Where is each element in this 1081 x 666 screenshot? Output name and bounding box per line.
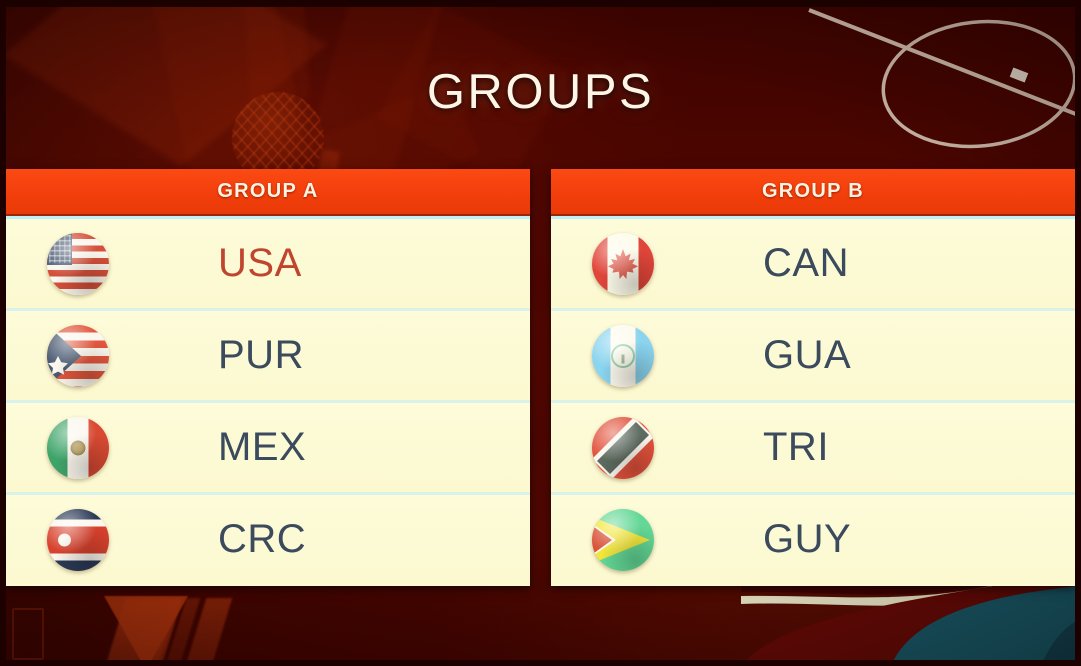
table-row[interactable]: GUA [551,311,1075,403]
table-row[interactable]: CAN [551,219,1075,311]
group-panel-a: GROUP A USA [6,169,530,586]
background-box-outline [12,608,44,660]
group-panel-b: GROUP B CAN [551,169,1075,586]
team-code: GUA [763,333,852,377]
wire-ring-icon [808,8,1081,149]
team-code: CRC [218,517,307,561]
table-row[interactable]: PUR [6,311,530,403]
flag-costa-rica-icon [47,508,109,571]
flag-puerto-rico-icon [47,324,109,387]
flag-trinidad-and-tobago-icon [592,416,654,479]
flag-canada-icon [592,232,654,295]
flag-mexico-icon [47,416,109,479]
group-b-header: GROUP B [551,169,1075,216]
page-title: GROUPS [426,65,655,119]
frame-border-top [0,0,1081,7]
textured-ball-icon [232,92,324,184]
frame-border-left [0,0,6,666]
flag-guatemala-icon [592,324,654,387]
table-row[interactable]: USA [6,219,530,311]
team-code: MEX [218,425,307,469]
frame-border-bottom [0,660,1081,666]
table-row[interactable]: CRC [6,495,530,584]
group-a-header: GROUP A [6,169,530,216]
table-row[interactable]: MEX [6,403,530,495]
frame-border-right [1075,0,1081,666]
team-code: CAN [763,241,849,285]
team-code: TRI [763,425,829,469]
team-code: GUY [763,517,852,561]
group-a-team-list: USA PUR [6,216,530,586]
team-code: USA [218,241,302,285]
table-row[interactable]: GUY [551,495,1075,584]
flag-usa-icon [47,232,109,295]
flag-guyana-icon [592,508,654,571]
table-row[interactable]: TRI [551,403,1075,495]
groups-container: GROUP A USA [6,169,1075,586]
group-b-team-list: CAN GUA [551,216,1075,586]
team-code: PUR [218,333,304,377]
